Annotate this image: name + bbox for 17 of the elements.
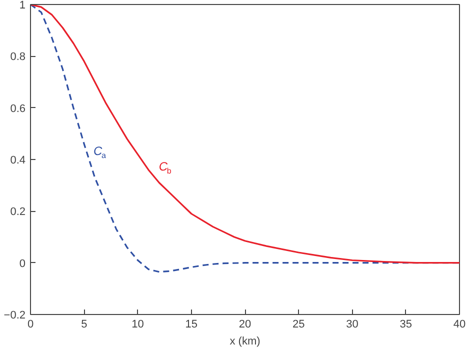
y-tick-label: 0.8 xyxy=(10,51,26,64)
x-tick-label: 25 xyxy=(292,318,305,330)
x-tick-label: 20 xyxy=(238,318,252,330)
x-tick-label: 40 xyxy=(453,318,466,330)
y-tick-label: −0.2 xyxy=(4,310,26,322)
y-tick-label: 0 xyxy=(19,258,26,270)
x-tick-label: 15 xyxy=(185,318,198,330)
x-axis-title: x (km) xyxy=(230,336,260,348)
x-tick-label: 30 xyxy=(346,318,358,330)
x-tick-label: 0 xyxy=(27,318,34,330)
y-tick-label: 0.2 xyxy=(10,206,26,218)
x-tick-label: 5 xyxy=(81,318,88,330)
x-tick-label: 35 xyxy=(400,318,412,330)
y-tick-label: 1 xyxy=(19,0,26,12)
y-tick-label: 0.6 xyxy=(10,102,26,115)
y-tick-label: 0.4 xyxy=(10,154,26,166)
x-tick-label: 10 xyxy=(132,318,144,330)
